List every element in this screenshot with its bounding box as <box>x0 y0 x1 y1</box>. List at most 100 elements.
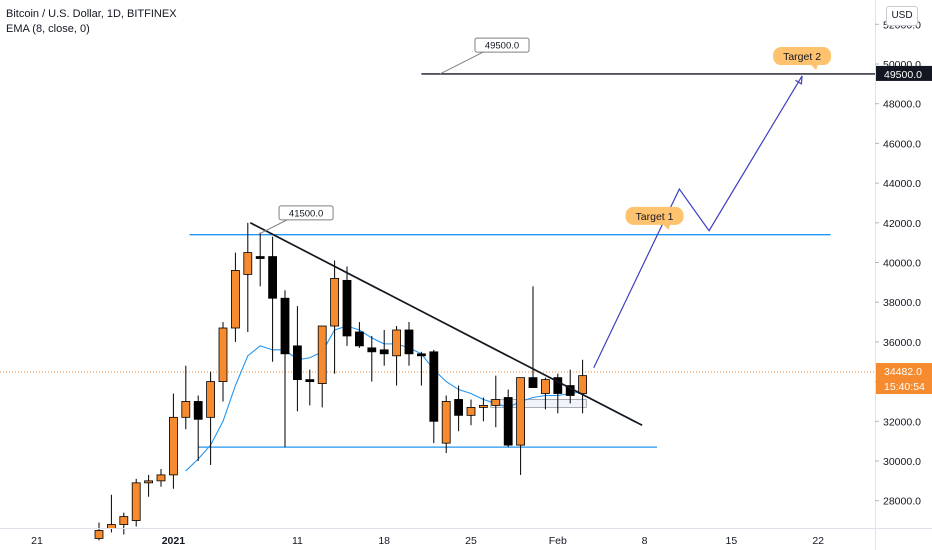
current-price-tag <box>876 363 932 380</box>
chart-legend: Bitcoin / U.S. Dollar, 1D, BITFINEX EMA … <box>6 7 177 37</box>
candle-body-down <box>404 329 414 355</box>
consolidation-box[interactable] <box>490 399 587 408</box>
candle-body-down <box>429 351 439 422</box>
target-text: Target 2 <box>783 51 821 63</box>
candle-body-up <box>578 375 587 394</box>
candle-body-up <box>516 377 525 446</box>
candle[interactable] <box>541 377 550 410</box>
candle[interactable] <box>491 375 501 428</box>
candle-body-down <box>416 353 426 357</box>
candle[interactable] <box>367 335 377 382</box>
candle[interactable] <box>454 385 464 432</box>
candle-body-up <box>119 516 129 525</box>
y-tick-label: 28000.0 <box>883 496 921 508</box>
x-tick-label: 2021 <box>162 535 186 547</box>
candle[interactable] <box>478 397 488 422</box>
candle[interactable] <box>404 322 414 366</box>
candle[interactable] <box>181 365 191 430</box>
candle[interactable] <box>168 393 178 489</box>
candle[interactable] <box>255 232 265 287</box>
y-tick-label: 48000.0 <box>883 99 921 111</box>
x-tick-label: 22 <box>812 535 824 547</box>
candle[interactable] <box>354 322 364 348</box>
target2-price-tag <box>876 65 932 81</box>
candle-body-down <box>305 379 315 382</box>
candle[interactable] <box>392 326 402 386</box>
candle-body-down <box>503 397 513 446</box>
candle[interactable] <box>553 373 563 414</box>
candle[interactable] <box>131 478 141 527</box>
ema-indicator-label[interactable]: EMA (8, close, 0) <box>6 23 90 35</box>
candle-body-up <box>541 379 550 394</box>
candle[interactable] <box>305 369 315 406</box>
candle[interactable] <box>144 474 154 497</box>
candle[interactable] <box>280 290 290 448</box>
countdown-value: 15:40:54 <box>884 381 925 393</box>
candle[interactable] <box>578 359 587 414</box>
candle[interactable] <box>330 260 340 374</box>
target-bubble <box>773 47 832 66</box>
candle-body-up <box>392 329 402 357</box>
candle-body-up <box>491 399 501 406</box>
descending-trendline[interactable] <box>249 222 643 427</box>
candle[interactable] <box>516 377 525 475</box>
projection-arrowhead <box>795 75 803 85</box>
candle-body-up <box>168 416 178 476</box>
candle[interactable] <box>466 399 476 426</box>
target-label[interactable]: Target 1 <box>625 206 684 230</box>
y-tick-label: 38000.0 <box>883 297 921 309</box>
candle[interactable] <box>441 395 451 454</box>
callout-text: 41500.0 <box>289 208 323 219</box>
candle[interactable] <box>416 351 426 386</box>
candle[interactable] <box>342 266 352 346</box>
candle-body-up <box>218 327 228 383</box>
x-tick-label: 25 <box>465 535 477 547</box>
candle-body-up <box>243 252 253 275</box>
y-tick-label: 44000.0 <box>883 178 921 190</box>
x-tick-label: Feb <box>549 535 567 547</box>
callout-box <box>474 37 530 53</box>
y-tick-label: 36000.0 <box>883 337 921 349</box>
candle-body-down <box>553 377 563 394</box>
price-callout[interactable]: 49500.0 <box>439 37 530 75</box>
candle-body-up <box>441 401 451 444</box>
y-tick-label: 46000.0 <box>883 138 921 150</box>
callout-pointer <box>439 51 484 75</box>
candle[interactable] <box>379 329 389 366</box>
callout-text: 49500.0 <box>485 41 519 52</box>
candle[interactable] <box>292 306 302 412</box>
candle[interactable] <box>317 325 327 408</box>
x-tick-label: 11 <box>292 535 303 547</box>
candle[interactable] <box>94 522 104 541</box>
candle[interactable] <box>193 395 203 461</box>
candle[interactable] <box>156 468 166 487</box>
candle[interactable] <box>206 371 216 465</box>
candle-body-up <box>94 530 104 539</box>
candle[interactable] <box>218 322 228 402</box>
candle[interactable] <box>429 349 439 444</box>
price-callout[interactable]: 41500.0 <box>257 205 334 236</box>
current-price-value: 34482.0 <box>884 366 922 378</box>
candle[interactable] <box>243 222 253 332</box>
candle-body-down <box>280 297 290 355</box>
symbol-title[interactable]: Bitcoin / U.S. Dollar, 1D, BITFINEX <box>6 8 177 20</box>
candle-body-up <box>230 270 240 329</box>
candle-body-up <box>206 381 216 418</box>
target-label[interactable]: Target 2 <box>773 47 832 71</box>
candle-body-down <box>367 347 377 353</box>
projection-path[interactable] <box>593 75 803 368</box>
candle[interactable] <box>268 236 278 362</box>
candle[interactable] <box>230 252 240 342</box>
candle[interactable] <box>119 512 129 535</box>
candle[interactable] <box>503 389 513 448</box>
candle-body-down <box>528 377 538 388</box>
candle-body-down <box>454 399 464 416</box>
currency-button[interactable]: USD <box>886 6 918 26</box>
candle-body-up <box>478 405 488 408</box>
candle-body-down <box>255 256 265 259</box>
candle-body-up <box>131 482 141 521</box>
plot-area[interactable]: 41500.0 49500.0 Target 1 Target 2 <box>0 37 875 541</box>
candle-body-up <box>107 524 116 529</box>
candle-body-up <box>317 325 327 384</box>
